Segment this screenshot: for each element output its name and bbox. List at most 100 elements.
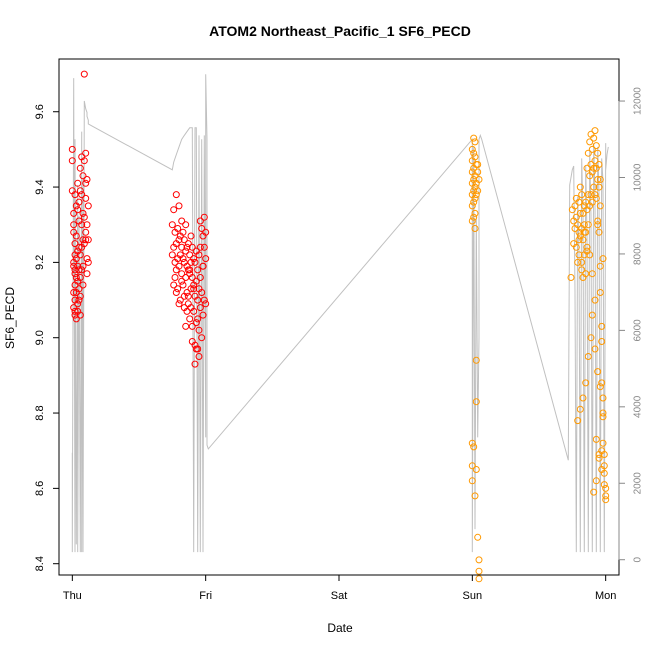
data-point — [180, 236, 188, 244]
data-point — [170, 281, 178, 289]
data-point — [595, 161, 603, 168]
data-point — [202, 300, 210, 308]
data-point — [174, 225, 182, 232]
data-point — [183, 243, 191, 251]
data-point — [182, 221, 190, 229]
y2-tick-label: 12000 — [633, 87, 644, 115]
data-point — [186, 251, 194, 259]
data-point — [187, 232, 195, 240]
data-point — [475, 176, 483, 183]
data-point — [190, 255, 198, 263]
data-point — [178, 277, 186, 285]
data-point — [587, 191, 595, 199]
data-point — [594, 368, 602, 376]
data-point — [192, 319, 200, 327]
data-point — [591, 157, 599, 165]
data-point — [80, 70, 88, 78]
data-point — [70, 209, 78, 217]
data-point — [471, 225, 479, 232]
data-point — [176, 296, 184, 304]
data-point — [586, 138, 594, 146]
data-point — [588, 270, 596, 278]
data-point — [83, 176, 91, 183]
x-tick-label: Thu — [63, 590, 82, 602]
data-point — [592, 194, 600, 202]
data-point — [80, 240, 88, 248]
data-point — [583, 164, 591, 172]
data-point — [82, 228, 90, 236]
y-tick-label: 9.4 — [34, 179, 46, 194]
data-point — [174, 285, 182, 293]
data-point — [195, 326, 203, 334]
data-point — [599, 394, 607, 402]
data-point — [194, 315, 202, 323]
data-point — [202, 255, 210, 263]
data-point — [71, 240, 79, 248]
data-point — [591, 127, 599, 135]
data-point — [200, 243, 208, 251]
y-tick-label: 8.6 — [34, 481, 46, 496]
data-point — [188, 274, 196, 281]
data-point — [178, 217, 186, 225]
data-point — [82, 194, 90, 202]
data-point — [78, 191, 86, 199]
data-point — [592, 477, 600, 485]
data-point — [567, 274, 575, 281]
data-point — [468, 477, 476, 485]
data-point — [584, 191, 592, 199]
data-point — [78, 266, 86, 274]
data-point — [78, 221, 86, 229]
data-point — [475, 575, 483, 583]
data-point — [191, 258, 199, 266]
data-point — [598, 379, 606, 387]
data-point — [578, 191, 586, 199]
data-point — [596, 176, 604, 183]
data-point — [186, 266, 194, 274]
data-point — [595, 454, 603, 462]
data-point — [574, 417, 582, 425]
data-point — [468, 217, 476, 225]
data-point — [199, 311, 207, 319]
data-point — [182, 322, 190, 330]
data-point — [588, 198, 596, 206]
data-point — [68, 145, 76, 153]
data-point — [192, 345, 200, 353]
data-point — [471, 209, 479, 217]
data-point — [586, 251, 594, 259]
data-point — [183, 307, 191, 315]
data-point — [474, 161, 482, 168]
data-point — [468, 439, 476, 447]
data-point — [190, 285, 198, 293]
data-point — [596, 289, 604, 296]
data-point — [179, 255, 187, 263]
y2-tick-label: 4000 — [633, 395, 644, 418]
data-point — [468, 145, 476, 153]
chart-title: ATOM2 Northeast_Pacific_1 SF6_PECD — [209, 23, 471, 39]
data-point — [199, 262, 207, 270]
data-point — [170, 206, 178, 214]
data-point — [75, 285, 83, 293]
data-point — [168, 221, 176, 229]
data-point — [599, 409, 607, 417]
data-point — [196, 243, 204, 251]
data-point — [592, 435, 600, 443]
data-point — [188, 243, 196, 251]
data-point — [584, 221, 592, 229]
data-point — [198, 225, 206, 232]
x-tick-label: Fri — [199, 590, 212, 602]
y2-tick-label: 2000 — [633, 472, 644, 495]
data-point — [175, 236, 183, 244]
data-point — [594, 176, 602, 183]
data-point — [175, 202, 183, 210]
data-point — [192, 277, 200, 285]
data-point — [84, 258, 92, 266]
data-point — [200, 296, 208, 304]
y-axis-label: SF6_PECD — [3, 287, 17, 349]
data-point — [80, 213, 88, 221]
data-point — [175, 300, 183, 308]
data-point — [600, 481, 608, 489]
data-point — [71, 270, 79, 278]
data-point — [576, 209, 584, 217]
